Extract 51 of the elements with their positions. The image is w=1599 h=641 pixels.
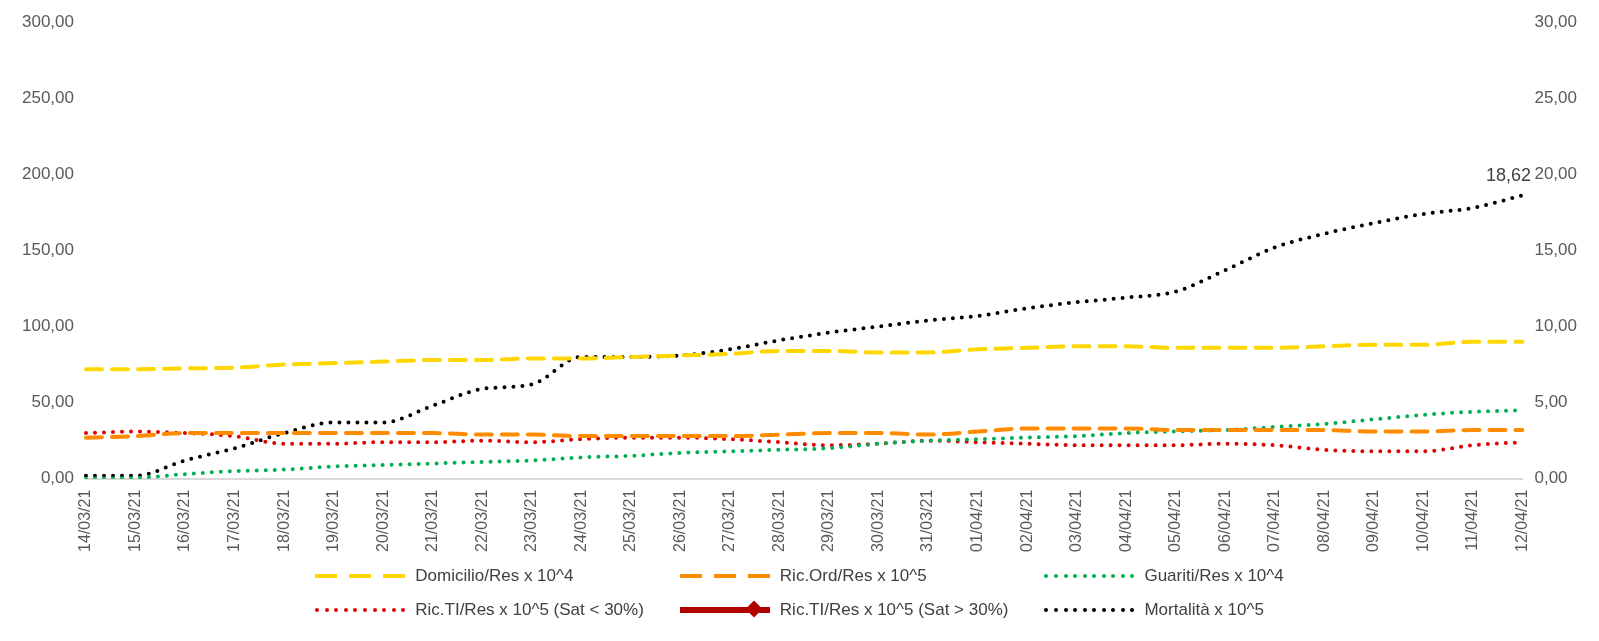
x-tick-label: 27/03/21 [720, 489, 738, 552]
x-tick-label: 01/04/21 [968, 489, 985, 552]
x-tick-label: 24/03/21 [571, 489, 589, 552]
x-tick-label: 16/03/21 [175, 489, 193, 552]
x-tick-label: 31/03/21 [918, 489, 936, 552]
x-tick-label: 26/03/21 [670, 489, 688, 552]
x-tick-label: 10/04/21 [1413, 489, 1431, 552]
x-tick-label: 29/03/21 [819, 489, 837, 552]
x-tick-label: 04/04/21 [1116, 489, 1134, 552]
x-tick-label: 19/03/21 [324, 489, 342, 552]
y2-tick-label: 15,00 [1534, 240, 1578, 260]
x-tick-label: 21/03/21 [423, 489, 441, 552]
y2-tick-label: 25,00 [1534, 87, 1578, 107]
y-tick-label: 150,00 [22, 240, 74, 260]
y2-tick-label: 5,00 [1534, 392, 1568, 412]
legend-label: Guariti/Res x 10^4 [1144, 566, 1284, 586]
y2-tick-label: 20,00 [1534, 164, 1578, 184]
x-tick-label: 15/03/21 [125, 489, 143, 552]
legend-label: Ric.TI/Res x 10^5 (Sat > 30%) [779, 600, 1009, 620]
x-tick-label: 07/04/21 [1265, 489, 1283, 552]
x-tick-label: 05/04/21 [1166, 489, 1184, 552]
x-tick-label: 28/03/21 [769, 489, 787, 552]
x-tick-label: 20/03/21 [373, 489, 391, 552]
x-tick-label: 25/03/21 [621, 489, 639, 552]
legend-label: Ric.TI/Res x 10^5 (Sat < 30%) [415, 600, 644, 620]
y-tick-label: 100,00 [22, 316, 74, 336]
y-tick-label: 0,00 [40, 468, 74, 488]
x-tick-label: 03/04/21 [1067, 489, 1085, 552]
x-tick-label: 11/04/21 [1463, 489, 1481, 551]
x-tick-label: 06/04/21 [1215, 489, 1233, 552]
x-tick-label: 22/03/21 [472, 489, 490, 552]
x-tick-label: 17/03/21 [225, 489, 242, 552]
y2-tick-label: 10,00 [1534, 316, 1578, 336]
x-tick-label: 08/04/21 [1314, 489, 1332, 552]
y-tick-label: 200,00 [22, 164, 74, 184]
legend-label: Mortalità x 10^5 [1144, 600, 1264, 620]
x-tick-label: 30/03/21 [868, 489, 886, 552]
data-label: 18,62 [1485, 165, 1531, 186]
x-tick-label: 23/03/21 [522, 489, 540, 552]
y2-tick-label: 30,00 [1534, 11, 1578, 31]
y2-tick-label: 0,00 [1534, 468, 1568, 488]
legend-label: Ric.Ord/Res x 10^5 [779, 566, 927, 586]
y-tick-label: 250,00 [22, 87, 74, 107]
y-tick-label: 300,00 [22, 11, 74, 31]
x-tick-label: 18/03/21 [274, 489, 292, 552]
y-tick-label: 50,00 [31, 392, 74, 412]
x-tick-label: 09/04/21 [1364, 489, 1382, 552]
legend-label: Domicilio/Res x 10^4 [415, 566, 574, 586]
x-tick-label: 12/04/21 [1512, 489, 1530, 552]
x-tick-label: 14/03/21 [76, 489, 94, 552]
x-tick-label: 02/04/21 [1017, 489, 1035, 552]
